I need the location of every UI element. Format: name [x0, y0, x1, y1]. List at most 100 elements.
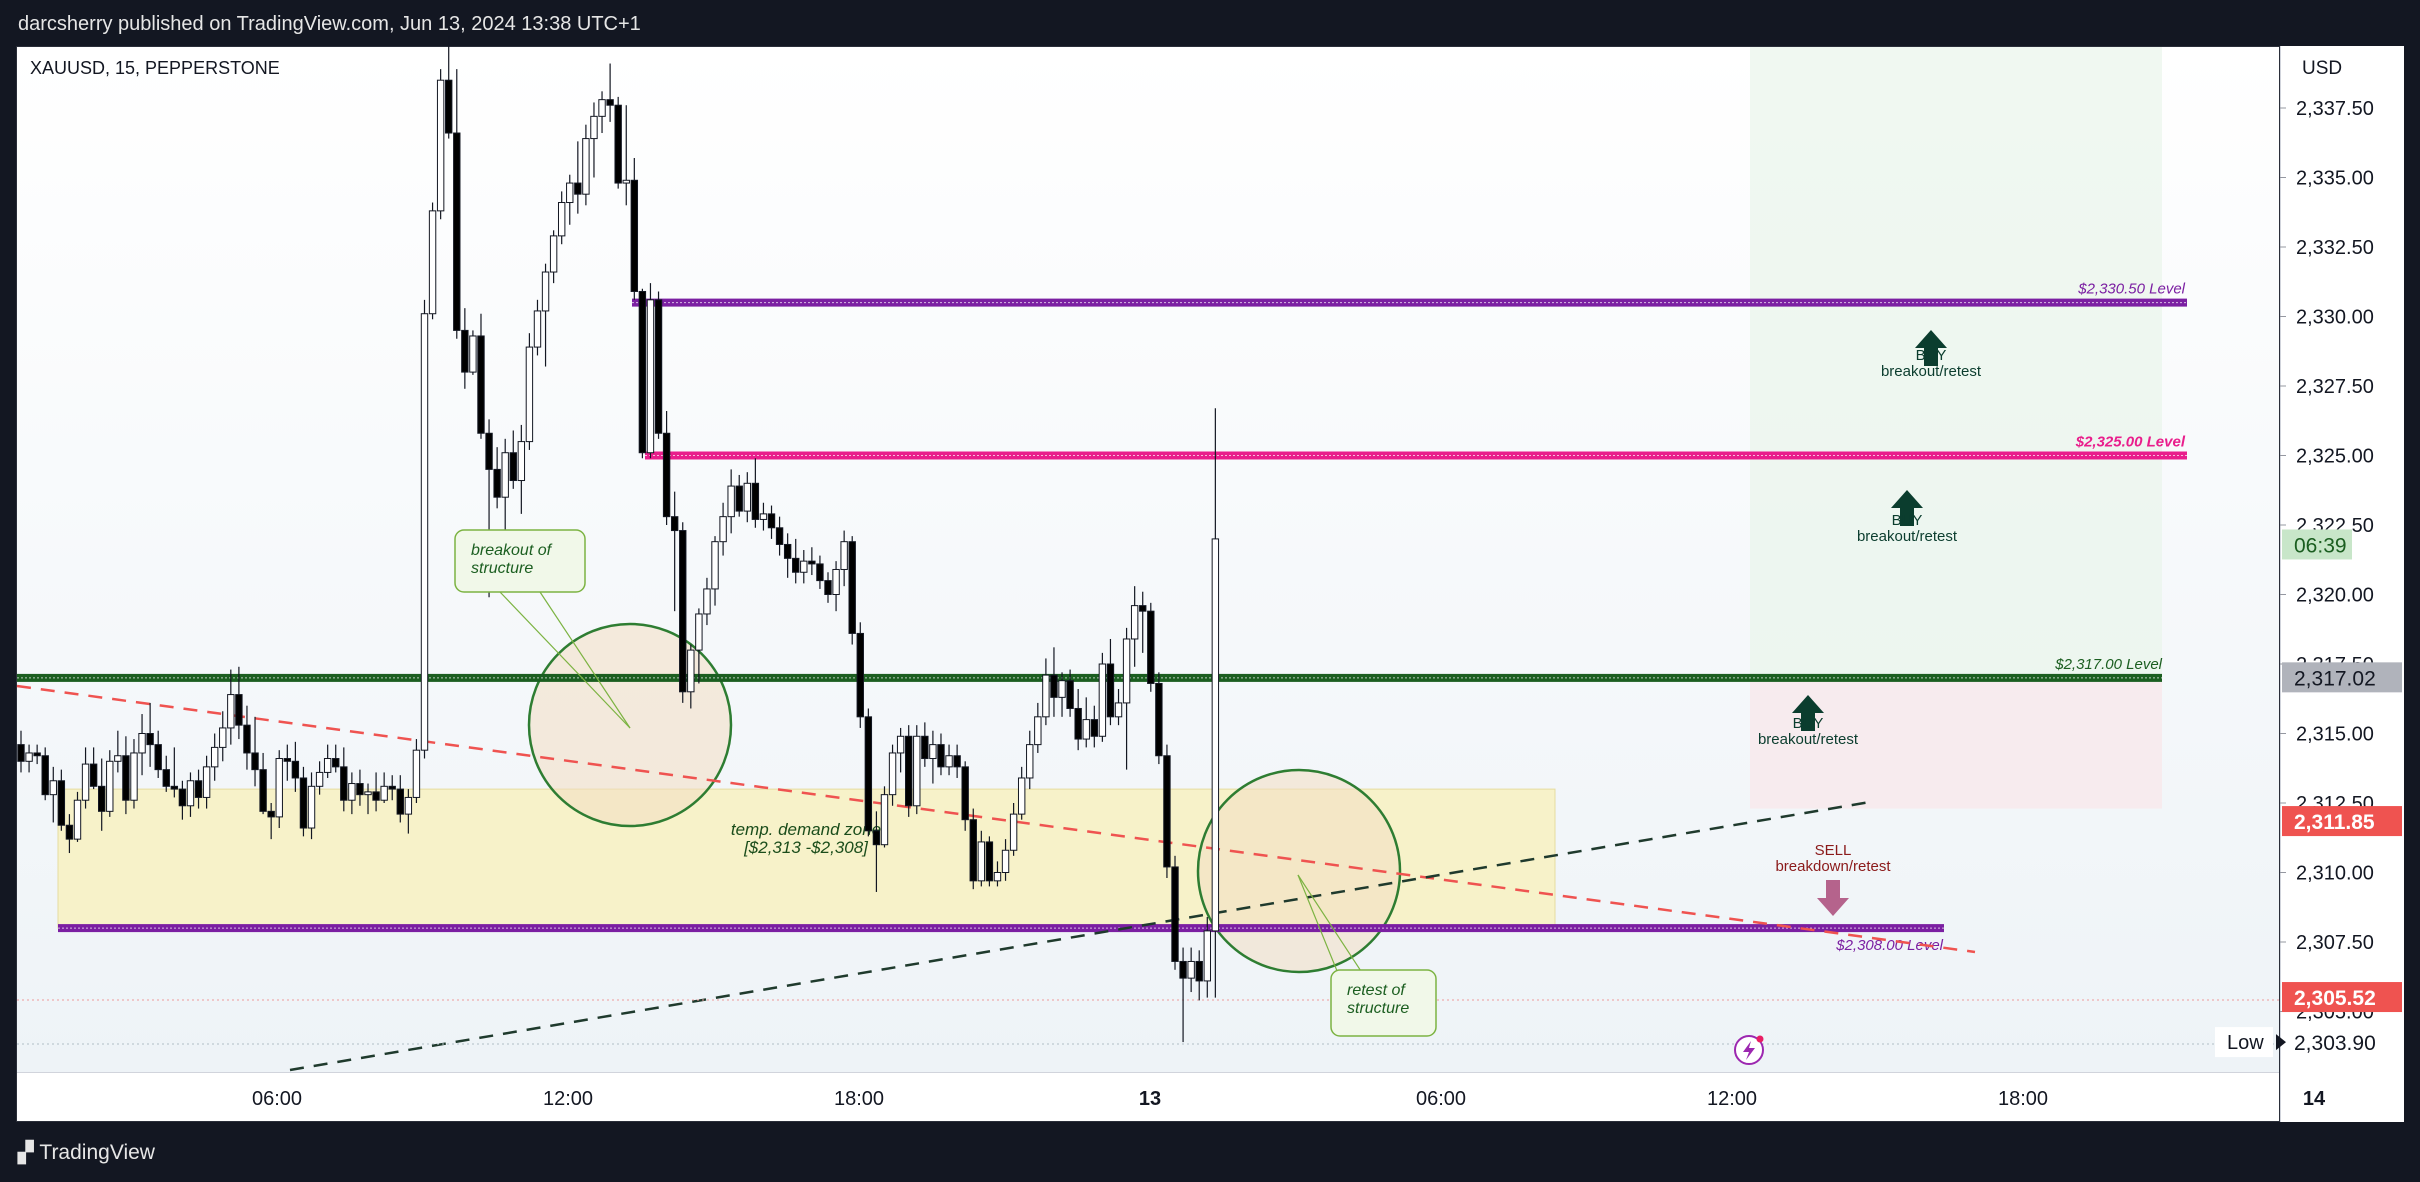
- candle: [323, 744, 332, 778]
- tradingview-brand-text: TradingView: [39, 1140, 155, 1164]
- candle-down: [299, 777, 308, 829]
- candle: [461, 308, 469, 389]
- retest-circle[interactable]: [1196, 768, 1402, 974]
- candle: [348, 772, 356, 815]
- candle-down: [33, 752, 41, 757]
- price-tag-bg: [2282, 982, 2402, 1013]
- candle: [566, 174, 574, 225]
- candle-up: [888, 752, 897, 796]
- candle-down: [1147, 610, 1155, 684]
- buy-arrow-up-icon: [1792, 695, 1824, 731]
- candle: [816, 555, 824, 589]
- candle: [679, 522, 687, 703]
- candle-up: [1017, 777, 1026, 815]
- demand-zone-label: temp. demand zone: [731, 820, 881, 839]
- candle-down: [396, 788, 404, 815]
- annotation-text-line2: structure: [471, 560, 533, 577]
- candle: [428, 202, 437, 320]
- candle: [65, 814, 74, 854]
- tradingview-logo[interactable]: ▞ TradingView: [18, 1140, 155, 1165]
- candle-down: [638, 290, 647, 454]
- candle: [792, 538, 800, 584]
- candle: [1074, 689, 1082, 751]
- price-axis[interactable]: [2280, 46, 2404, 1122]
- y-tick-label: 2,307.50: [2296, 932, 2374, 954]
- annotation-box: [1330, 969, 1437, 1037]
- candle-down: [1171, 866, 1179, 962]
- candle: [41, 747, 49, 801]
- price-tag-bg: [2282, 1027, 2402, 1058]
- candle-up: [711, 541, 719, 590]
- price-tag-low[interactable]: 2,303.90: [2282, 1027, 2402, 1058]
- candle-down: [775, 527, 784, 545]
- candle: [1187, 947, 1195, 993]
- time-axis[interactable]: [17, 1072, 2279, 1121]
- candle: [1122, 627, 1131, 770]
- candle-up: [73, 799, 82, 840]
- candle-up: [1034, 716, 1042, 746]
- price-tag-gray[interactable]: 2,317.02: [2282, 662, 2402, 693]
- level-line-2[interactable]: [645, 451, 2187, 460]
- candle: [130, 739, 138, 809]
- candle: [251, 716, 259, 787]
- candle-down: [291, 760, 300, 779]
- candle: [307, 772, 316, 840]
- level-label-4: $2,308.00 Level: [1835, 937, 1943, 954]
- candle-up: [501, 452, 509, 498]
- price-tag-countdown[interactable]: 06:39: [2282, 529, 2352, 560]
- candle: [1171, 855, 1179, 970]
- event-lightning-icon[interactable]: [1734, 1035, 1764, 1065]
- candle: [283, 744, 292, 781]
- price-tag-label: 2,311.85: [2294, 811, 2375, 834]
- price-tag-red[interactable]: 2,311.85: [2282, 806, 2402, 837]
- candle: [913, 725, 921, 815]
- candle-down: [445, 79, 453, 134]
- price-tag-red[interactable]: 2,305.52: [2282, 982, 2402, 1013]
- candle-up: [275, 758, 283, 818]
- candle-down: [89, 763, 98, 787]
- ascending-trendline[interactable]: [289, 800, 1871, 1072]
- candle: [953, 744, 961, 778]
- candle-down: [235, 694, 243, 726]
- y-tick-label: 2,320.00: [2296, 585, 2374, 607]
- candle-down: [453, 132, 461, 331]
- currency-label[interactable]: USD: [2302, 58, 2343, 79]
- candle: [800, 550, 808, 584]
- candle-up: [1211, 538, 1220, 932]
- candle: [703, 577, 711, 626]
- level-label-1: $2,330.50 Level: [2077, 281, 2185, 298]
- level-label-2: $2,325.00 Level: [2075, 434, 2186, 451]
- descending-trendline[interactable]: [16, 684, 1976, 954]
- candle-down: [670, 516, 679, 532]
- level-line-4[interactable]: [58, 924, 1944, 933]
- candle: [186, 772, 195, 817]
- tradingview-logo-icon: ▞: [18, 1142, 33, 1164]
- candle: [969, 808, 977, 890]
- signal-sublabel: breakdown/retest: [1775, 858, 1891, 875]
- candle-up: [743, 482, 751, 512]
- candle-up: [525, 346, 534, 443]
- candle-down: [41, 755, 49, 796]
- candle: [985, 836, 994, 887]
- candle-up: [719, 516, 727, 543]
- signal-sublabel: breakout/retest: [1758, 731, 1859, 748]
- candle-down: [1066, 680, 1074, 709]
- y-tick-label: 2,337.50: [2296, 98, 2374, 120]
- candle: [614, 96, 622, 189]
- candle: [477, 313, 485, 439]
- candle: [340, 747, 348, 812]
- candle-up: [695, 613, 703, 651]
- candle: [1211, 408, 1220, 998]
- candle: [162, 755, 170, 792]
- candle-down: [864, 716, 873, 832]
- buy-arrow-up-icon: [1915, 330, 1947, 366]
- low-label: Low: [2227, 1032, 2264, 1054]
- candle: [1155, 672, 1163, 765]
